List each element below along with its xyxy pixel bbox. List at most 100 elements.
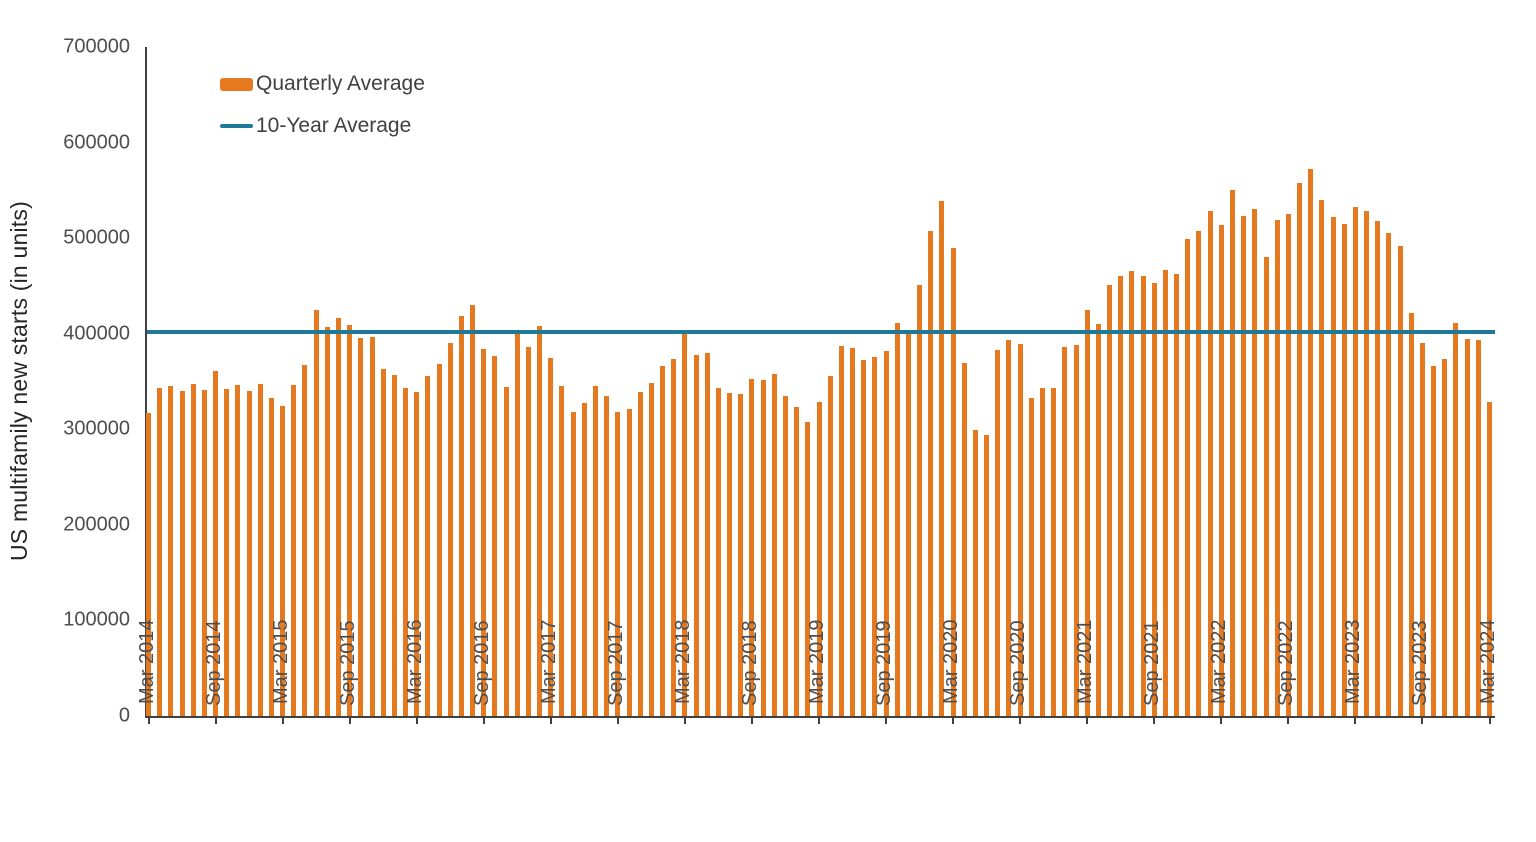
x-tick-mark	[147, 716, 150, 724]
bar	[883, 350, 889, 716]
x-tick-mark	[885, 716, 888, 724]
bar	[403, 388, 409, 716]
bar	[1285, 214, 1291, 716]
bar	[671, 358, 677, 716]
bar	[1229, 190, 1235, 716]
x-tick-mark	[1488, 716, 1491, 724]
x-tick-mark	[281, 716, 284, 724]
bar	[1263, 257, 1269, 716]
bar	[738, 393, 744, 716]
bar	[1274, 219, 1280, 716]
y-tick-label: 500000	[63, 226, 130, 249]
bar	[246, 391, 252, 716]
x-tick-label: Mar 2014	[135, 620, 158, 705]
bar	[827, 375, 833, 716]
bar	[637, 392, 643, 716]
bar	[335, 318, 341, 716]
bar	[1218, 224, 1224, 716]
x-tick-label: Sep 2021	[1141, 620, 1164, 706]
bar	[1140, 276, 1146, 716]
bar	[1107, 284, 1113, 716]
bar	[1397, 245, 1403, 716]
bar	[1196, 230, 1202, 716]
y-tick-label: 200000	[63, 513, 130, 536]
bar	[771, 373, 777, 716]
bar	[514, 331, 520, 716]
bar	[1408, 312, 1414, 716]
bar	[179, 391, 185, 716]
x-tick-label: Sep 2014	[202, 620, 225, 706]
bar	[492, 355, 498, 716]
bar	[447, 343, 453, 716]
bar	[1475, 340, 1481, 716]
bar	[313, 309, 319, 716]
bar	[1185, 239, 1191, 716]
bar	[894, 323, 900, 716]
bar	[358, 337, 364, 716]
legend: Quarterly Average 10-Year Average	[220, 70, 425, 154]
x-tick-mark	[616, 716, 619, 724]
y-tick-label: 0	[118, 704, 130, 727]
bar	[805, 421, 811, 716]
bar	[1487, 401, 1492, 716]
bar	[850, 348, 856, 716]
bar	[861, 360, 867, 716]
x-tick-mark	[1287, 716, 1290, 724]
legend-label-quarterly-average: Quarterly Average	[256, 72, 425, 95]
bar	[872, 356, 878, 716]
bar	[1073, 345, 1079, 716]
x-tick-label: Sep 2022	[1275, 620, 1298, 706]
bar	[995, 349, 1001, 716]
x-tick-label: Mar 2015	[269, 620, 292, 705]
bar	[414, 392, 420, 716]
bar	[525, 347, 531, 716]
x-tick-label: Sep 2020	[1007, 620, 1030, 706]
x-tick-mark	[750, 716, 753, 724]
bar	[1162, 269, 1168, 716]
bar	[961, 363, 967, 716]
bar	[626, 409, 632, 716]
x-tick-label: Mar 2024	[1476, 620, 1499, 705]
bar	[224, 389, 230, 716]
x-tick-label: Sep 2016	[470, 620, 493, 706]
bar	[1241, 216, 1247, 716]
bar	[1006, 340, 1012, 716]
bar	[1062, 347, 1068, 716]
bar	[391, 374, 397, 716]
bar	[1453, 323, 1459, 716]
bar	[537, 326, 543, 716]
bar	[324, 327, 330, 716]
bar	[648, 383, 654, 716]
plot-area: Mar 2014 Sep 2014 Mar 2015 Sep 2015 Mar 2016…	[136, 47, 1499, 724]
bar	[190, 384, 196, 716]
x-tick-label: Mar 2023	[1342, 620, 1365, 705]
bar	[1419, 343, 1425, 716]
bar	[715, 388, 721, 716]
legend-item-ten-year-average: 10-Year Average	[220, 112, 425, 140]
legend-swatch-quarterly-average	[220, 77, 253, 91]
bar	[1207, 211, 1213, 716]
bar	[481, 349, 487, 716]
x-tick-mark	[549, 716, 552, 724]
x-tick-label: Sep 2018	[738, 620, 761, 706]
x-tick-label: Sep 2023	[1409, 620, 1432, 706]
bar	[291, 385, 297, 716]
bar	[604, 395, 610, 716]
bar	[146, 413, 151, 716]
bar	[1174, 274, 1180, 716]
bar	[1028, 397, 1034, 716]
bar	[1129, 270, 1135, 716]
bar	[928, 230, 934, 716]
y-tick-label: 100000	[63, 608, 130, 631]
bar	[782, 395, 788, 716]
bar	[1364, 211, 1370, 716]
x-tick-label: Sep 2019	[873, 620, 896, 706]
bar	[257, 384, 263, 716]
bar	[347, 325, 353, 716]
bar	[1051, 388, 1057, 716]
x-tick-label: Sep 2017	[604, 620, 627, 706]
bar	[470, 305, 476, 716]
bar	[1386, 233, 1392, 716]
bar	[1341, 223, 1347, 716]
bar	[302, 365, 308, 716]
